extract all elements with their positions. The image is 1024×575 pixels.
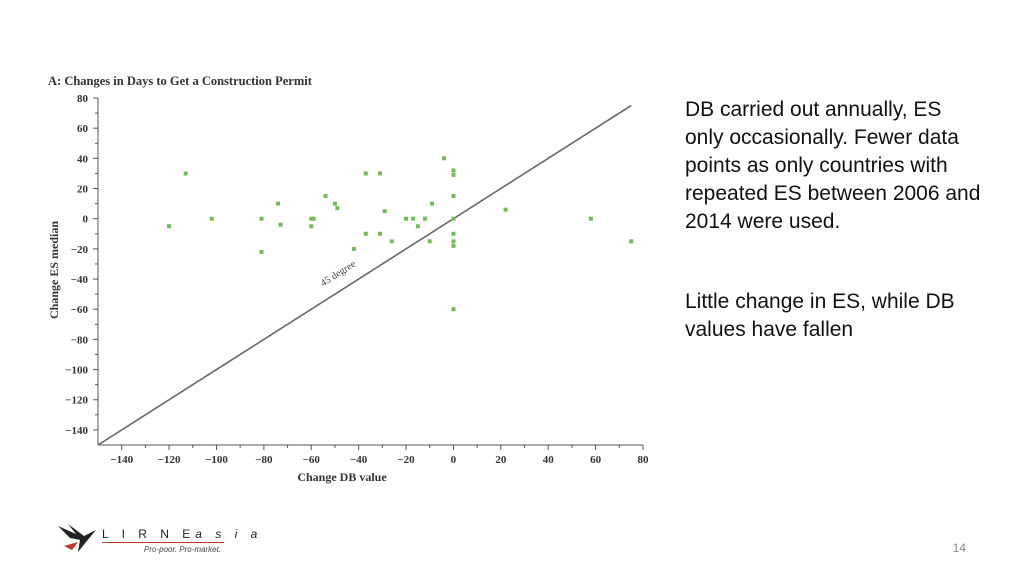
- data-point: [389, 239, 394, 244]
- y-tick-label: −20: [71, 244, 89, 256]
- x-tick-label: −140: [110, 454, 133, 466]
- data-point: [183, 171, 188, 176]
- data-point: [259, 216, 264, 221]
- lirneasia-logo: L I R N Ea s i a Pro-poor. Pro-market.: [56, 518, 257, 558]
- data-point: [451, 216, 456, 221]
- logo-wordmark: L I R N Ea s i a: [102, 527, 262, 541]
- x-tick-label: −120: [158, 454, 181, 466]
- points-layer: [167, 156, 634, 312]
- bird-icon: [58, 524, 96, 552]
- data-point: [382, 209, 387, 214]
- data-point: [259, 249, 264, 254]
- y-tick-label: −80: [71, 334, 89, 346]
- x-tick-label: 60: [590, 454, 602, 466]
- x-axis-label: Change DB value: [297, 470, 387, 484]
- note-text-1: DB carried out annually, ES only occasio…: [685, 98, 981, 233]
- y-tick-label: −100: [65, 365, 88, 377]
- axes-layer: 80 60 40 20 0 −20 −40 −60 −80 −100 −120 −140 −140 −12…: [65, 93, 649, 466]
- scatter-chart: A: Changes in Days to Get a Construction…: [47, 74, 649, 484]
- data-point: [451, 239, 456, 244]
- data-point: [451, 194, 456, 199]
- data-point: [377, 231, 382, 236]
- data-point: [323, 194, 328, 199]
- y-tick-label: −40: [71, 274, 89, 286]
- x-tick-label: −20: [397, 454, 415, 466]
- y-tick-label: 40: [77, 153, 89, 165]
- y-tick-label: −60: [71, 304, 89, 316]
- page-number: 14: [952, 541, 966, 555]
- data-point: [209, 216, 214, 221]
- y-tick-label: −120: [65, 395, 88, 407]
- data-point: [503, 207, 508, 212]
- data-point: [363, 171, 368, 176]
- y-tick-label: −140: [65, 425, 88, 437]
- data-point: [629, 239, 634, 244]
- data-point: [451, 307, 456, 312]
- data-point: [309, 224, 314, 229]
- chart-title: A: Changes in Days to Get a Construction…: [48, 74, 313, 88]
- note-text-2: Little change in ES, while DB values hav…: [685, 290, 955, 341]
- data-point: [377, 171, 382, 176]
- reference-line-layer: 45 degree: [97, 104, 632, 446]
- logo-wordmark-suffix: a s i a: [195, 527, 263, 541]
- data-point: [351, 246, 356, 251]
- x-tick-label: −100: [205, 454, 228, 466]
- x-tick-label: −80: [255, 454, 273, 466]
- y-axis-label: Change ES median: [47, 221, 61, 319]
- y-tick-label: 60: [77, 123, 89, 135]
- notes-panel: DB carried out annually, ES only occasio…: [685, 96, 985, 344]
- reference-line-label: 45 degree: [319, 259, 358, 290]
- data-point: [167, 224, 172, 229]
- data-point: [278, 222, 283, 227]
- data-point: [441, 156, 446, 161]
- x-tick-label: 0: [451, 454, 457, 466]
- data-point: [311, 216, 316, 221]
- data-point: [335, 206, 340, 211]
- y-tick-label: 80: [77, 93, 89, 105]
- logo-wordmark-main: L I R N E: [102, 527, 196, 541]
- data-point: [363, 231, 368, 236]
- x-tick-label: 20: [495, 454, 507, 466]
- x-tick-label: −40: [350, 454, 368, 466]
- data-point: [430, 201, 435, 206]
- data-point: [423, 216, 427, 221]
- data-point: [411, 216, 416, 221]
- logo-tagline: Pro-poor. Pro-market.: [144, 545, 222, 554]
- y-tick-label: 0: [83, 214, 89, 226]
- x-tick-label: 40: [543, 454, 555, 466]
- data-point: [276, 201, 281, 206]
- data-point: [451, 243, 456, 248]
- data-point: [451, 168, 456, 173]
- data-point: [332, 201, 337, 206]
- data-point: [451, 231, 456, 236]
- reference-line-45-degree: [97, 104, 632, 446]
- data-point: [309, 216, 314, 221]
- data-point: [415, 224, 420, 229]
- data-point: [588, 216, 593, 221]
- chart-svg: A: Changes in Days to Get a Construction…: [47, 74, 649, 484]
- x-tick-label: −60: [303, 454, 321, 466]
- y-tick-label: 20: [77, 184, 89, 196]
- data-point: [427, 239, 432, 244]
- logo-rule: [102, 542, 224, 543]
- data-point: [404, 216, 409, 221]
- data-point: [451, 172, 456, 177]
- x-tick-label: 80: [638, 454, 650, 466]
